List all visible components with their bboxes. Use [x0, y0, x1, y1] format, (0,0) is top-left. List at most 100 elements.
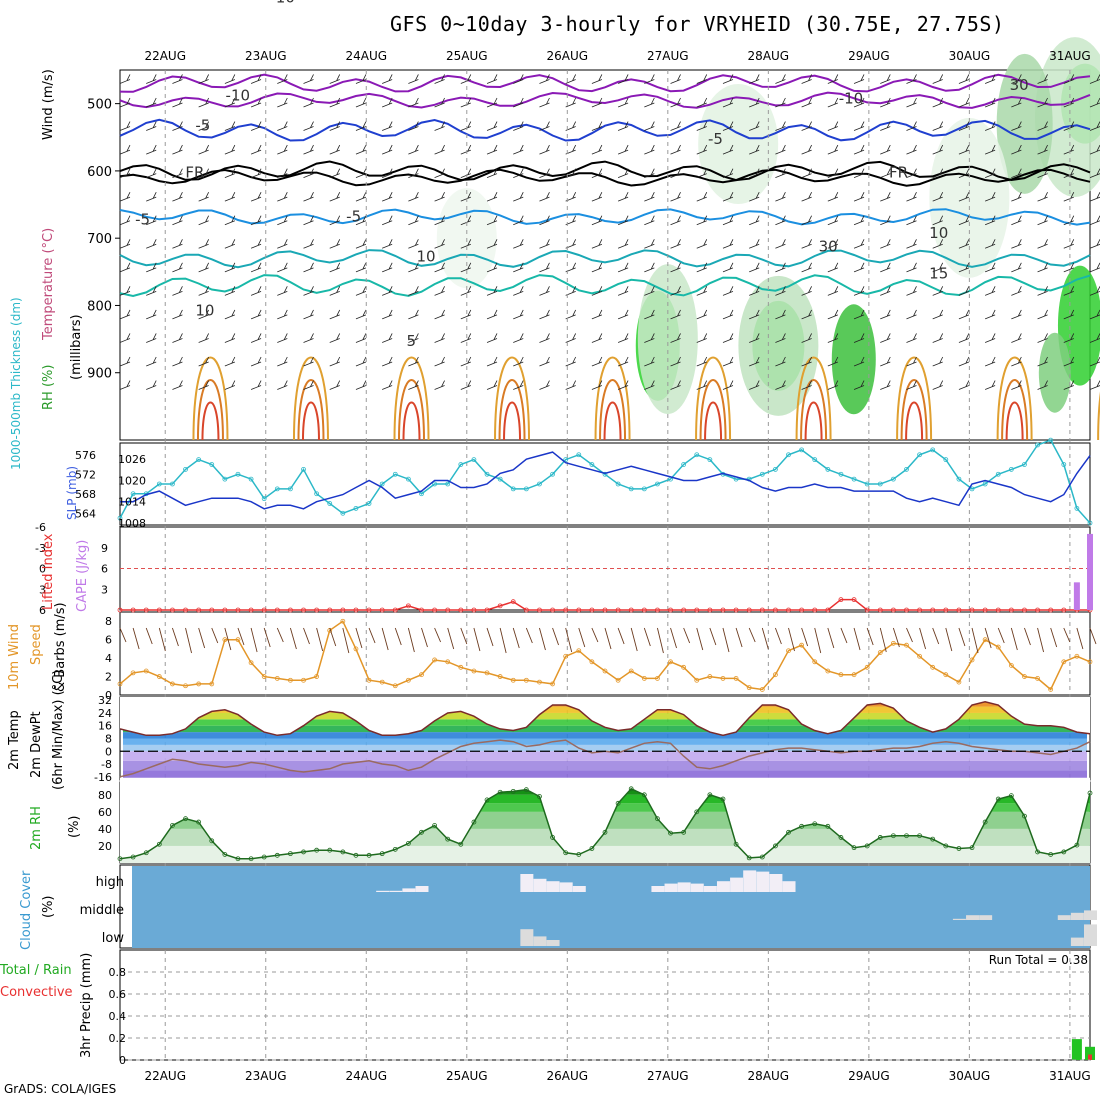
wind-barb	[670, 215, 681, 226]
cloud-layer-bar	[782, 881, 796, 892]
thickness-point	[864, 481, 870, 487]
thickness-point	[458, 462, 464, 467]
wind-speed-point	[904, 642, 909, 648]
rh2m-point	[523, 787, 529, 793]
surface-wind-barb	[198, 627, 206, 649]
rh-tick-label: 80	[98, 789, 112, 802]
wind-barb	[172, 286, 183, 296]
slp-tick-label: 1014	[118, 496, 146, 509]
wind-barb	[801, 286, 812, 296]
surface-wind-barb	[303, 627, 310, 645]
lifted-index-point	[183, 607, 188, 613]
wind-barb	[355, 309, 367, 320]
surface-wind-barb	[355, 627, 363, 649]
rh2m-point	[379, 851, 385, 857]
surface-wind-barb	[289, 627, 297, 650]
wind-barb	[958, 262, 970, 273]
wind-barb	[250, 215, 262, 226]
wind-barb	[486, 168, 498, 179]
lifted-index-point	[825, 607, 831, 613]
temp-band	[123, 732, 1087, 739]
thickness-point	[825, 466, 831, 472]
wind-barb	[460, 144, 472, 155]
wind-barb	[146, 356, 157, 367]
wind-speed-point	[1035, 676, 1040, 681]
wind-barb	[749, 333, 760, 343]
top-date-label: 25AUG	[446, 49, 488, 63]
wind-barb	[644, 215, 655, 226]
thickness-point	[537, 481, 542, 487]
wind-barb	[250, 144, 262, 155]
surface-wind-barb	[604, 627, 612, 650]
rh2m-point	[196, 819, 202, 825]
wind-barb	[1089, 262, 1100, 273]
wind-barb	[670, 97, 681, 108]
wind-barb	[906, 121, 917, 131]
lifted-index-point	[1061, 607, 1067, 613]
thickness-point	[183, 466, 188, 472]
wind-barb	[382, 144, 393, 155]
wind-barb	[408, 192, 419, 202]
wind-barb	[460, 168, 472, 179]
cloud-axis-label: Cloud Cover	[19, 870, 34, 950]
wind-barb	[775, 309, 786, 320]
wind-barb	[408, 168, 419, 179]
contour-label: 10	[929, 224, 948, 242]
rh2m-point	[143, 850, 149, 856]
cloud-layer-bar	[1070, 937, 1084, 946]
wind-barb	[775, 239, 786, 249]
thickness-point	[235, 471, 241, 477]
wind-barb	[277, 121, 288, 131]
wind-barb	[880, 262, 891, 273]
thickness-point	[877, 481, 883, 487]
temperature-line	[119, 701, 1091, 737]
thickness-point	[405, 476, 411, 482]
bottom-date-label: 25AUG	[446, 1069, 488, 1083]
wind-barb	[591, 97, 603, 108]
top-date-label: 29AUG	[848, 49, 890, 63]
wind-barb	[408, 262, 419, 273]
temp-contour-loop	[201, 401, 220, 441]
wind-barb	[722, 286, 734, 296]
surface-wind-barb	[512, 627, 520, 649]
precip-tick-label: 0.8	[109, 966, 127, 979]
precip-conv-bar	[1088, 1054, 1092, 1060]
wind-barb	[696, 168, 708, 179]
wind-barb	[224, 192, 236, 202]
wind-barb	[853, 286, 865, 296]
wind-barb	[801, 239, 812, 249]
wind-barb	[146, 121, 157, 131]
wind-barb	[827, 380, 839, 390]
lifted-index-point	[1022, 607, 1027, 613]
wind-barb	[880, 144, 891, 155]
wind-barb	[172, 356, 183, 367]
temp-contour-loop	[900, 379, 928, 441]
thickness-point	[982, 481, 988, 487]
wind-barb	[513, 286, 524, 296]
wind-barb	[250, 286, 262, 296]
wind-barb	[984, 286, 996, 296]
wind-barb	[1011, 74, 1022, 84]
thickness-point	[812, 457, 818, 463]
lifted-index-point	[917, 607, 922, 613]
wind-barb	[408, 97, 419, 108]
thickness-axis-label: 1000-500mb Thickness (dm)	[9, 297, 23, 470]
temp-mask	[120, 697, 1090, 736]
wind-barb	[749, 168, 760, 179]
precip-tick-label: 0.6	[109, 988, 127, 1001]
surface-wind-barb	[578, 627, 586, 648]
cloud-layer-bar	[559, 882, 573, 892]
wind-barb	[539, 380, 550, 390]
surface-wind-barb	[853, 627, 861, 651]
lifted-index-point	[327, 607, 333, 613]
wind-speed-point	[484, 670, 490, 676]
wind-barb	[539, 215, 550, 226]
wind-barb	[119, 97, 131, 108]
surface-wind-barb	[276, 627, 284, 643]
temp-tick-label: 24	[98, 707, 112, 720]
rh2m-point	[707, 792, 713, 798]
thickness-tick-label: 572	[75, 468, 96, 481]
thickness-point	[301, 466, 306, 472]
rain-total-label: Total / Rain	[0, 963, 72, 978]
thickness-point	[576, 452, 582, 458]
